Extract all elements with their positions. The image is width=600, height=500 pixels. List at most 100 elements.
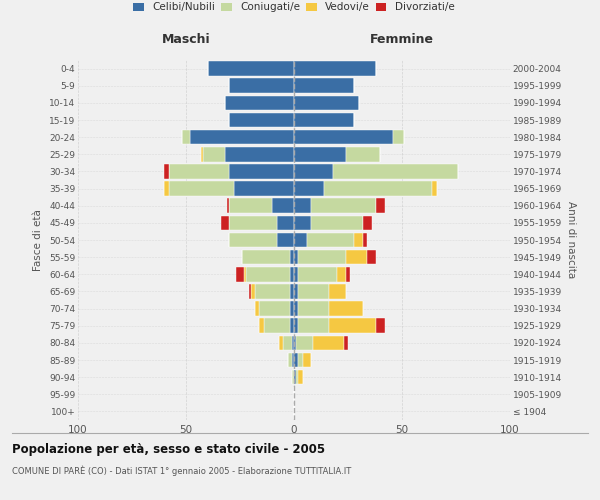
Bar bbox=[290, 302, 294, 316]
Bar bbox=[294, 112, 355, 128]
Bar bbox=[311, 216, 363, 230]
Bar bbox=[311, 198, 376, 213]
Bar bbox=[307, 232, 355, 248]
Bar bbox=[294, 216, 311, 230]
Bar bbox=[329, 302, 363, 316]
Bar bbox=[251, 284, 255, 298]
Bar bbox=[432, 182, 437, 196]
Bar bbox=[394, 130, 404, 144]
Bar bbox=[294, 318, 298, 333]
Bar bbox=[277, 232, 294, 248]
Bar bbox=[272, 198, 294, 213]
Text: Femmine: Femmine bbox=[370, 32, 434, 46]
Bar bbox=[346, 147, 380, 162]
Bar bbox=[247, 267, 290, 281]
Bar bbox=[255, 284, 290, 298]
Bar bbox=[313, 336, 344, 350]
Bar bbox=[298, 250, 346, 264]
Bar bbox=[294, 130, 394, 144]
Bar bbox=[367, 250, 376, 264]
Bar bbox=[302, 352, 311, 368]
Text: COMUNE DI PARÈ (CO) - Dati ISTAT 1° gennaio 2005 - Elaborazione TUTTITALIA.IT: COMUNE DI PARÈ (CO) - Dati ISTAT 1° genn… bbox=[12, 466, 351, 476]
Bar bbox=[344, 336, 348, 350]
Bar bbox=[292, 370, 294, 384]
Bar bbox=[376, 318, 385, 333]
Bar bbox=[346, 250, 367, 264]
Bar bbox=[324, 182, 432, 196]
Bar bbox=[292, 336, 294, 350]
Bar bbox=[290, 284, 294, 298]
Bar bbox=[229, 232, 277, 248]
Bar bbox=[346, 267, 350, 281]
Bar bbox=[329, 318, 376, 333]
Bar bbox=[229, 112, 294, 128]
Bar bbox=[229, 164, 294, 178]
Bar bbox=[294, 284, 298, 298]
Bar bbox=[298, 267, 337, 281]
Bar bbox=[294, 352, 298, 368]
Bar bbox=[329, 284, 346, 298]
Bar bbox=[203, 147, 225, 162]
Bar bbox=[225, 147, 294, 162]
Bar bbox=[298, 284, 329, 298]
Bar bbox=[294, 370, 296, 384]
Bar bbox=[294, 250, 298, 264]
Bar bbox=[294, 198, 311, 213]
Legend: Celibi/Nubili, Coniugati/e, Vedovi/e, Divorziati/e: Celibi/Nubili, Coniugati/e, Vedovi/e, Di… bbox=[131, 0, 457, 14]
Bar bbox=[298, 318, 329, 333]
Bar bbox=[294, 336, 296, 350]
Bar bbox=[169, 182, 233, 196]
Bar bbox=[290, 267, 294, 281]
Bar bbox=[294, 96, 359, 110]
Bar bbox=[221, 216, 229, 230]
Bar bbox=[201, 147, 203, 162]
Bar bbox=[294, 232, 307, 248]
Bar bbox=[337, 267, 346, 281]
Bar bbox=[290, 250, 294, 264]
Bar bbox=[287, 352, 292, 368]
Bar bbox=[294, 267, 298, 281]
Bar bbox=[255, 302, 259, 316]
Bar bbox=[294, 62, 376, 76]
Bar bbox=[164, 182, 169, 196]
Bar bbox=[294, 147, 346, 162]
Bar bbox=[298, 370, 302, 384]
Bar bbox=[248, 284, 251, 298]
Bar bbox=[363, 232, 367, 248]
Bar bbox=[277, 216, 294, 230]
Text: Maschi: Maschi bbox=[161, 32, 211, 46]
Bar bbox=[296, 336, 313, 350]
Bar bbox=[259, 302, 290, 316]
Bar bbox=[244, 267, 247, 281]
Bar bbox=[376, 198, 385, 213]
Bar bbox=[229, 216, 277, 230]
Text: Popolazione per età, sesso e stato civile - 2005: Popolazione per età, sesso e stato civil… bbox=[12, 442, 325, 456]
Bar bbox=[292, 352, 294, 368]
Bar bbox=[229, 78, 294, 93]
Bar bbox=[182, 130, 190, 144]
Bar bbox=[294, 302, 298, 316]
Bar bbox=[298, 302, 329, 316]
Bar bbox=[363, 216, 372, 230]
Bar bbox=[296, 370, 298, 384]
Bar bbox=[164, 164, 169, 178]
Bar bbox=[283, 336, 292, 350]
Bar bbox=[225, 96, 294, 110]
Bar bbox=[227, 198, 229, 213]
Bar bbox=[208, 62, 294, 76]
Bar bbox=[294, 78, 355, 93]
Y-axis label: Fasce di età: Fasce di età bbox=[34, 209, 43, 271]
Bar bbox=[355, 232, 363, 248]
Bar bbox=[190, 130, 294, 144]
Bar bbox=[236, 267, 244, 281]
Bar bbox=[229, 198, 272, 213]
Bar bbox=[294, 182, 324, 196]
Y-axis label: Anni di nascita: Anni di nascita bbox=[566, 202, 576, 278]
Bar bbox=[264, 318, 290, 333]
Bar bbox=[294, 164, 333, 178]
Bar bbox=[242, 250, 290, 264]
Bar bbox=[233, 182, 294, 196]
Bar bbox=[169, 164, 229, 178]
Bar bbox=[259, 318, 264, 333]
Bar bbox=[333, 164, 458, 178]
